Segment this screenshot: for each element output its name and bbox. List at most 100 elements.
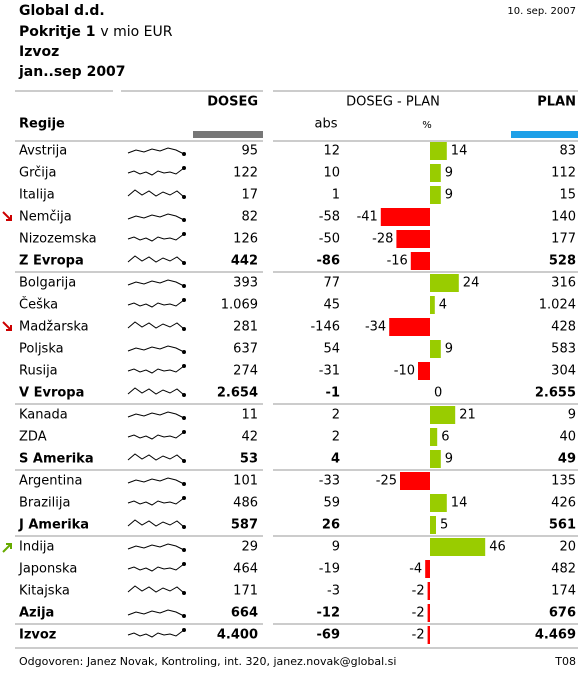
abs-value: -58 [319, 210, 340, 225]
abs-value: -86 [317, 254, 341, 269]
actual-value: 101 [233, 474, 258, 489]
region-name: V Evropa [19, 386, 84, 401]
pct-bar [430, 296, 435, 314]
actual-value: 11 [241, 408, 258, 423]
pct-label: 21 [459, 408, 476, 423]
sparkline [127, 411, 187, 421]
plan-value: 428 [551, 320, 576, 335]
sparkline [127, 627, 187, 638]
abs-value: -69 [317, 628, 341, 643]
region-name: Kitajska [19, 584, 70, 599]
pct-bar [430, 538, 486, 556]
sparkline [127, 453, 187, 464]
pct-bar [430, 164, 441, 182]
region-name: Nemčija [19, 210, 72, 225]
abs-value: 77 [323, 276, 340, 291]
sparkline [127, 429, 187, 440]
pct-bar [425, 560, 430, 578]
pct-bar [396, 230, 430, 248]
actual-value: 122 [233, 166, 258, 181]
pct-label: -2 [412, 584, 425, 599]
sparkline [127, 213, 187, 223]
actual-key [193, 131, 263, 138]
abs-value: 12 [323, 144, 340, 159]
plan-value: 83 [559, 144, 576, 159]
region-name: Nizozemska [19, 232, 97, 247]
sparkline [127, 297, 187, 308]
pct-label: -41 [357, 210, 378, 225]
sparkline [127, 255, 187, 266]
pct-bar [430, 340, 441, 358]
actual-value: 2.654 [217, 386, 258, 401]
col-plan: PLAN [537, 95, 576, 110]
abs-value: 10 [323, 166, 340, 181]
sparkline [127, 585, 187, 596]
abs-value: 54 [323, 342, 340, 357]
actual-value: 281 [233, 320, 258, 335]
plan-value: 40 [559, 430, 576, 445]
pct-bar [430, 274, 459, 292]
pct-label: 46 [489, 540, 506, 555]
actual-value: 664 [231, 606, 258, 621]
plan-value: 583 [551, 342, 576, 357]
sparkline [127, 543, 187, 553]
region-name: Rusija [19, 364, 58, 379]
pct-label: 0 [434, 386, 442, 401]
region-name: J Amerika [18, 518, 89, 533]
pct-label: -25 [376, 474, 397, 489]
pct-label: 9 [445, 166, 453, 181]
actual-value: 42 [241, 430, 258, 445]
region-name: Poljska [19, 342, 64, 357]
sparkline [127, 363, 187, 374]
pct-bar [430, 516, 436, 534]
code: T08 [554, 655, 576, 668]
pct-bar [418, 362, 430, 380]
subtitle-bold: Pokritje 1 [19, 24, 96, 40]
pct-bar [400, 472, 430, 490]
pct-label: 14 [451, 144, 468, 159]
sparkline [127, 609, 187, 619]
sparkline [127, 279, 187, 289]
actual-value: 637 [233, 342, 258, 357]
abs-value: 9 [332, 540, 340, 555]
region-name: Kanada [19, 408, 68, 423]
plan-value: 2.655 [535, 386, 576, 401]
plan-value: 177 [551, 232, 576, 247]
col-diff: DOSEG - PLAN [346, 95, 440, 110]
pct-bar [430, 186, 441, 204]
region-name: Z Evropa [19, 254, 84, 269]
pct-label: 24 [463, 276, 480, 291]
plan-value: 112 [551, 166, 576, 181]
pct-bar [389, 318, 430, 336]
pct-label: 9 [445, 452, 453, 467]
trend-arrow [2, 211, 12, 221]
plan-value: 528 [549, 254, 576, 269]
pct-label: -10 [394, 364, 415, 379]
region-name: Indija [19, 540, 55, 555]
col-region: Regije [19, 117, 65, 132]
abs-value: -12 [317, 606, 341, 621]
sparkline [127, 321, 187, 332]
abs-value: -19 [319, 562, 340, 577]
actual-value: 486 [233, 496, 258, 511]
plan-value: 1.024 [539, 298, 576, 313]
actual-value: 442 [231, 254, 258, 269]
region-name: Avstrija [19, 144, 67, 159]
actual-value: 126 [233, 232, 258, 247]
region-name: Češka [19, 297, 58, 313]
region-name: ZDA [19, 430, 47, 445]
abs-value: 59 [323, 496, 340, 511]
abs-value: -31 [319, 364, 340, 379]
actual-value: 464 [233, 562, 258, 577]
plan-key [511, 131, 578, 138]
unit: v mio EUR [100, 24, 172, 40]
report-name: Izvoz [19, 44, 59, 60]
pct-label: -34 [365, 320, 386, 335]
abs-value: 45 [323, 298, 340, 313]
actual-value: 1.069 [221, 298, 258, 313]
sparkline [127, 231, 187, 242]
abs-value: -146 [310, 320, 340, 335]
abs-value: 1 [332, 188, 340, 203]
abs-value: 2 [332, 430, 340, 445]
sparkline [127, 495, 187, 506]
